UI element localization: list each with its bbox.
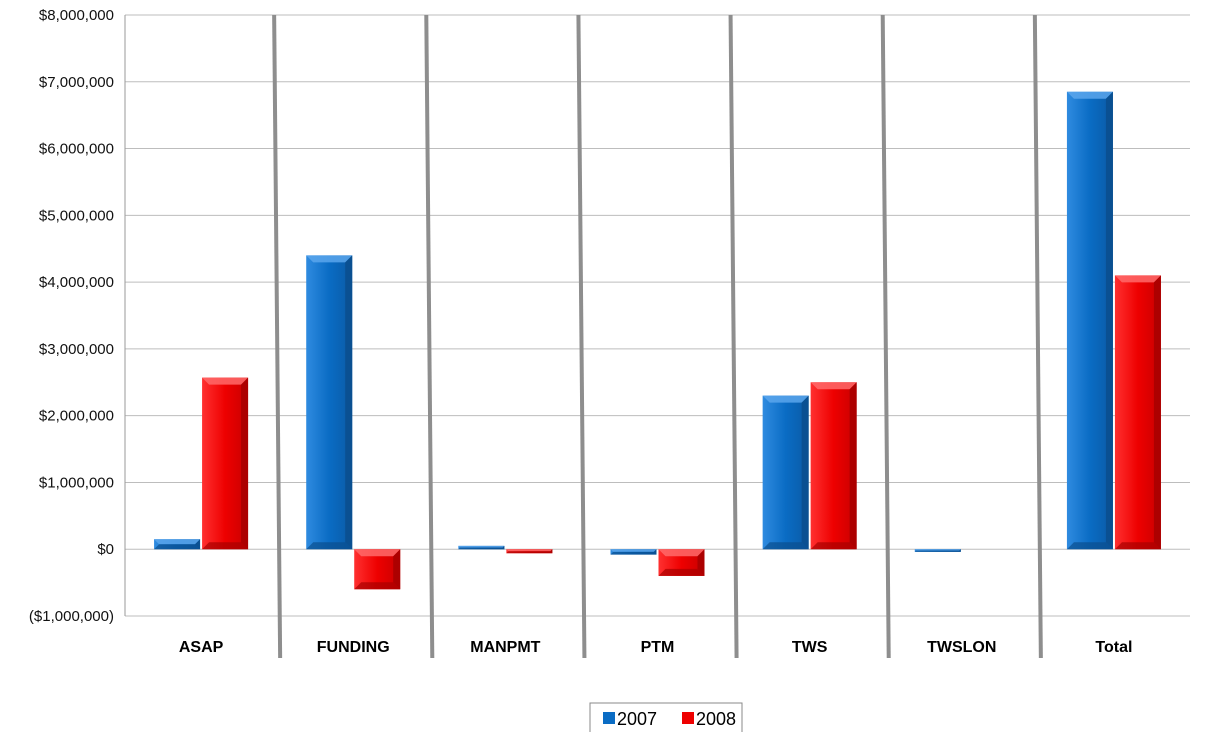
legend-swatch-2008 bbox=[682, 712, 694, 724]
bar-bevel-top bbox=[202, 377, 249, 385]
bar-bevel-right bbox=[1105, 91, 1113, 550]
bar-bevel-right bbox=[345, 255, 353, 550]
bar-2007-total bbox=[1066, 91, 1113, 550]
bar-bevel-bottom bbox=[810, 542, 857, 550]
bar-face bbox=[762, 395, 809, 550]
legend-box bbox=[589, 702, 743, 732]
y-tick-label: $6,000,000 bbox=[39, 141, 114, 158]
category-separator bbox=[424, 14, 435, 659]
category-separator bbox=[576, 14, 587, 659]
bar-bevel-top bbox=[914, 549, 961, 551]
bar-face bbox=[306, 255, 353, 550]
x-tick-label: Total bbox=[1095, 639, 1132, 656]
legend-swatch-2007 bbox=[603, 712, 615, 724]
bar-bevel-top bbox=[354, 549, 401, 557]
y-tick-label: $8,000,000 bbox=[39, 7, 114, 24]
category-separators bbox=[272, 14, 1043, 659]
x-tick-label: TWS bbox=[792, 639, 828, 656]
x-axis-ticks: ASAP FUNDING MANPMT PTM TWS TWSLON Total bbox=[179, 639, 1133, 656]
bar-2008-asap bbox=[202, 377, 249, 550]
bar-bevel-bottom bbox=[202, 542, 249, 550]
bar-bevel-right bbox=[697, 549, 705, 576]
bar-bevel-right bbox=[502, 545, 505, 550]
bar-2007-twslon bbox=[914, 549, 961, 552]
bar-bevel-bottom bbox=[658, 568, 705, 576]
y-tick-label: $0 bbox=[97, 541, 114, 558]
bar-2008-funding bbox=[354, 549, 401, 590]
bar-bevel-top bbox=[306, 255, 353, 263]
y-tick-label: $2,000,000 bbox=[39, 408, 114, 425]
bar-bevel-top bbox=[1114, 275, 1161, 283]
legend: 2007 2008 bbox=[589, 702, 743, 732]
y-tick-label: $4,000,000 bbox=[39, 274, 114, 291]
bar-face bbox=[1066, 91, 1113, 550]
category-separator bbox=[728, 14, 739, 659]
bar-2007-manpmt bbox=[458, 545, 505, 550]
bar-bevel-right bbox=[653, 549, 657, 555]
x-tick-label: MANPMT bbox=[470, 639, 540, 656]
bar-bevel-right bbox=[959, 549, 961, 552]
x-tick-label: ASAP bbox=[179, 639, 224, 656]
bar-bevel-bottom bbox=[1114, 542, 1161, 550]
bar-2008-total bbox=[1114, 275, 1161, 550]
bar-bevel-bottom bbox=[354, 582, 401, 590]
legend-label-2008: 2008 bbox=[696, 709, 736, 729]
bar-bevel-right bbox=[801, 395, 809, 550]
bar-2008-manpmt bbox=[506, 549, 553, 554]
bar-bevel-top bbox=[154, 539, 201, 545]
y-tick-label: $7,000,000 bbox=[39, 74, 114, 91]
category-separator bbox=[880, 14, 891, 659]
bar-face bbox=[810, 382, 857, 550]
y-tick-label: $3,000,000 bbox=[39, 341, 114, 358]
bar-2007-funding bbox=[306, 255, 353, 550]
bar-2007-tws bbox=[762, 395, 809, 550]
bar-face bbox=[202, 377, 249, 550]
bar-bevel-top bbox=[658, 549, 705, 557]
bar-bevel-top bbox=[1066, 91, 1113, 99]
bar-bevel-bottom bbox=[610, 551, 657, 555]
bar-2008-tws bbox=[810, 382, 857, 550]
bar-bevel-bottom bbox=[506, 551, 553, 554]
bar-bevel-right bbox=[241, 377, 249, 550]
x-tick-label: PTM bbox=[641, 639, 675, 656]
bar-bevel-bottom bbox=[458, 547, 505, 550]
category-separator bbox=[272, 14, 283, 659]
bar-bevel-bottom bbox=[154, 544, 201, 550]
bars bbox=[154, 91, 1161, 590]
bar-2007-asap bbox=[154, 539, 201, 550]
bar-2007-ptm bbox=[610, 549, 657, 555]
bar-bevel-top bbox=[762, 395, 809, 403]
bar-bevel-top bbox=[506, 549, 553, 552]
x-tick-label: FUNDING bbox=[317, 639, 390, 656]
bar-bevel-top bbox=[610, 549, 657, 552]
bar-bevel-right bbox=[550, 549, 553, 554]
bar-bevel-bottom bbox=[306, 542, 353, 550]
bar-bevel-bottom bbox=[914, 550, 961, 552]
bar-bevel-bottom bbox=[762, 542, 809, 550]
bar-bevel-right bbox=[393, 549, 401, 590]
bar-2008-ptm bbox=[658, 549, 705, 576]
y-tick-label: $5,000,000 bbox=[39, 207, 114, 224]
bar-bevel-right bbox=[849, 382, 857, 550]
bar-bevel-top bbox=[458, 545, 505, 548]
bar-bevel-bottom bbox=[1066, 542, 1113, 550]
bar-bevel-right bbox=[195, 539, 201, 550]
category-separator bbox=[1032, 14, 1043, 659]
y-axis-ticks: ($1,000,000) $0 $1,000,000 $2,000,000 $3,000… bbox=[29, 7, 114, 625]
bar-face bbox=[1114, 275, 1161, 550]
legend-label-2007: 2007 bbox=[617, 709, 657, 729]
x-tick-label: TWSLON bbox=[927, 639, 996, 656]
bar-bevel-right bbox=[1153, 275, 1161, 550]
gridlines bbox=[124, 14, 1190, 617]
y-tick-label: $1,000,000 bbox=[39, 474, 114, 491]
bar-bevel-top bbox=[810, 382, 857, 390]
y-tick-label: ($1,000,000) bbox=[29, 608, 114, 625]
